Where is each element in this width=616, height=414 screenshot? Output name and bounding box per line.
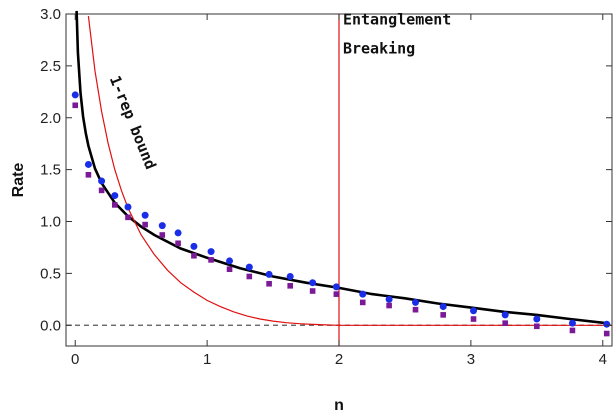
x-tick-label: 0 bbox=[71, 351, 79, 368]
blue-circle-point bbox=[568, 319, 576, 327]
x-tick-label: 1 bbox=[203, 351, 211, 368]
purple-square-point bbox=[569, 327, 576, 334]
purple-square-point bbox=[386, 302, 392, 309]
x-tick-label: 3 bbox=[467, 351, 475, 368]
blue-circle-point bbox=[501, 311, 509, 319]
blue-circle-point bbox=[141, 211, 149, 219]
blue-circle-point bbox=[245, 263, 253, 271]
blue-circle-point bbox=[174, 229, 182, 237]
y-tick-label: 0.5 bbox=[40, 265, 61, 282]
purple-square-point bbox=[72, 102, 79, 109]
blue-circle-point bbox=[286, 272, 294, 280]
purple-square-point bbox=[125, 214, 131, 221]
purple-square-point bbox=[287, 283, 294, 289]
blue-circle-point bbox=[359, 290, 367, 298]
annotation-0: Entanglement bbox=[343, 10, 451, 28]
purple-square-point bbox=[440, 312, 446, 318]
y-tick-label: 1.5 bbox=[40, 162, 61, 179]
series-3-line bbox=[87, 16, 612, 326]
blue-circle-point bbox=[470, 307, 478, 315]
y-tick-label: 3.0 bbox=[40, 6, 61, 23]
blue-circle-point bbox=[265, 270, 273, 278]
purple-square-point bbox=[309, 288, 316, 294]
blue-circle-point bbox=[124, 203, 132, 211]
blue-circle-point bbox=[603, 320, 611, 328]
blue-circle-point bbox=[332, 283, 340, 291]
purple-square-point bbox=[159, 232, 166, 238]
purple-square-point bbox=[470, 316, 477, 322]
ticks-layer: 0 1 2 3 4 0.0 0.5 1.0 1.5 2.0 2.5 3.0 bbox=[40, 6, 612, 368]
purple-square-point bbox=[359, 299, 366, 306]
purple-square-point bbox=[412, 306, 419, 313]
purple-square-point bbox=[333, 291, 340, 297]
purple-square-point bbox=[208, 257, 214, 263]
blue-circle-point bbox=[84, 160, 92, 168]
series-2-line bbox=[75, 10, 607, 325]
purple-square-point bbox=[226, 266, 233, 273]
purple-square-point bbox=[266, 280, 272, 287]
purple-square-point bbox=[246, 273, 253, 280]
x-tick-label: 2 bbox=[335, 351, 343, 368]
annotation-2: 1-rep bound bbox=[106, 73, 160, 172]
blue-circle-point bbox=[158, 222, 166, 230]
purple-square-point bbox=[98, 187, 105, 194]
purple-square-point bbox=[191, 252, 197, 259]
purple-square-point bbox=[142, 221, 148, 228]
y-tick-label: 1.0 bbox=[40, 214, 61, 231]
y-tick-label: 2.5 bbox=[40, 58, 61, 75]
blue-circle-point bbox=[71, 91, 79, 99]
blue-circle-point bbox=[98, 177, 106, 185]
purple-square-point bbox=[534, 323, 540, 330]
annotations-layer: Entanglement Breaking 1-rep bound bbox=[106, 10, 452, 172]
y-tick-label: 0.0 bbox=[40, 317, 61, 334]
x-axis-title: n bbox=[334, 397, 344, 414]
blue-circle-point bbox=[411, 298, 419, 306]
blue-circle-point bbox=[309, 279, 317, 287]
purple-square-point bbox=[111, 202, 118, 208]
y-tick-label: 2.0 bbox=[40, 110, 61, 127]
blue-circle-point bbox=[533, 315, 541, 323]
purple-square-point bbox=[85, 172, 92, 178]
purple-square-point bbox=[502, 320, 508, 326]
blue-circle-point bbox=[226, 257, 234, 265]
y-axis-title: Rate bbox=[10, 163, 27, 198]
blue-circle-point bbox=[190, 242, 198, 250]
purple-square-point bbox=[175, 240, 181, 247]
blue-circle-point bbox=[385, 295, 393, 303]
x-tick-label: 4 bbox=[599, 351, 607, 368]
blue-circle-point bbox=[111, 192, 119, 200]
blue-circle-point bbox=[207, 248, 215, 256]
points-layer bbox=[71, 91, 611, 337]
purple-square-point bbox=[603, 330, 610, 337]
blue-circle-point bbox=[439, 303, 447, 311]
annotation-1: Breaking bbox=[343, 39, 415, 57]
